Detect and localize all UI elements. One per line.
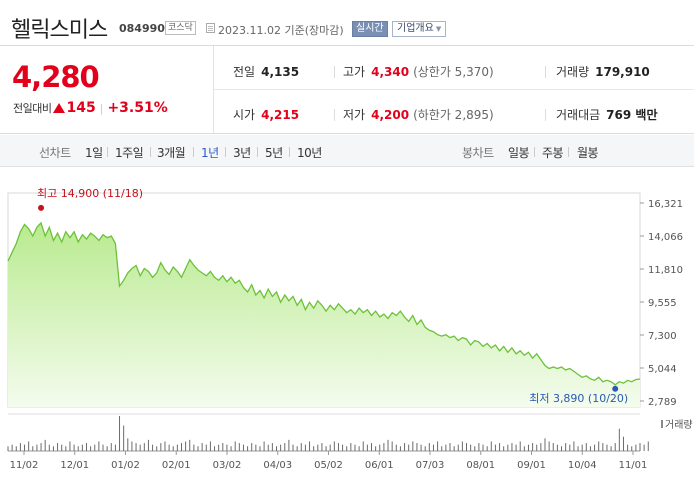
x-tick-label: 11/01 [619,460,648,471]
y-tick-label: 9,555 [648,298,677,309]
x-tick-label: 07/03 [416,460,445,471]
x-tick-label: 10/04 [568,460,597,471]
high-annotation: 최고 14,900 (11/18) [37,186,144,200]
stock-name: 헬릭스미스 [11,18,108,43]
divider [334,109,335,121]
divider [289,147,290,157]
realtime-button[interactable]: 실시간 [352,21,388,37]
current-price: 4,280 [12,60,100,94]
volume: 거래량 179,910 [556,63,650,80]
divider: | [99,102,104,115]
prev-close-label: 전일 [233,65,256,79]
tab-5y[interactable]: 5년 [265,146,283,160]
upper-limit: (상한가 5,370) [413,65,494,79]
chevron-down-icon: ▼ [435,25,442,33]
divider [568,147,569,157]
high-value: 4,340 [371,65,410,79]
y-tick-label: 11,810 [648,265,683,276]
tab-1w[interactable]: 1주일 [115,146,144,160]
x-tick-label: 06/01 [365,460,394,471]
candle-chart-label[interactable]: 봉차트 [462,146,494,160]
document-icon [206,23,215,33]
y-tick-label: 7,300 [648,331,677,342]
company-info-label: 기업개요 [397,23,434,34]
low-value: 4,200 [371,108,410,122]
divider [545,66,546,78]
x-tick-label: 11/02 [10,460,39,471]
divider [257,147,258,157]
divider [225,147,226,157]
high-label: 고가 [343,65,366,79]
x-tick-label: 09/01 [517,460,546,471]
stock-header: 헬릭스미스 084990 코스닥 2023.11.02 기준(장마감) 실시간 … [0,0,694,46]
volume-label: 거래량 [556,65,590,79]
y-tick-label: 5,044 [648,364,677,375]
tab-1y[interactable]: 1년 [201,146,219,160]
trade-value-value: 769 백만 [606,108,658,122]
tab-10y[interactable]: 10년 [297,146,322,160]
lower-limit: (하한가 2,895) [413,108,494,122]
y-tick-label: 16,321 [648,199,683,210]
summary-divider [213,46,214,133]
tab-3y[interactable]: 3년 [233,146,251,160]
up-triangle-icon [53,103,66,113]
y-tick-label: 14,066 [648,232,683,243]
x-tick-label: 05/02 [314,460,343,471]
price-chart-svg: 16,321 14,066 11,810 9,555 7,300 5,044 2,789 거래… [7,192,693,471]
price-change: 전일대비 145 | +3.51% [13,100,168,116]
prev-close-value: 4,135 [261,65,300,79]
volume-value: 179,910 [595,65,650,79]
x-tick-label: 03/02 [213,460,242,471]
low-annotation: 최저 3,890 (10/20) [529,391,629,405]
price-summary: 4,280 전일대비 145 | +3.51% 전일 4,135 고가 4,340 (상한가… [0,46,694,134]
change-label: 전일대비 [13,102,52,115]
period-tabs: 선차트 1일 1주일 3개월 1년 3년 5년 10년 봉차트 일봉 주봉 월봉 [0,135,694,167]
tab-weekly-candle[interactable]: 주봉 [542,146,564,160]
divider [107,147,108,157]
low-marker [612,385,619,392]
open-label: 시가 [233,108,256,122]
divider [545,109,546,121]
prev-close: 전일 4,135 [233,63,299,80]
x-tick-label: 04/03 [263,460,292,471]
x-tick-label: 08/01 [466,460,495,471]
volume-legend-label: 거래량 [665,419,693,431]
open-value: 4,215 [261,108,300,122]
summary-row-divider [214,89,694,90]
tab-1d[interactable]: 1일 [85,146,103,160]
divider [334,66,335,78]
tab-daily-candle[interactable]: 일봉 [508,146,530,160]
day-low: 저가 4,200 (하한가 2,895) [343,106,494,123]
price-line [7,221,641,386]
change-rate: +3.51% [107,100,168,116]
tab-monthly-candle[interactable]: 월봉 [577,146,599,160]
stock-code: 084990 [119,22,165,35]
trade-value-label: 거래대금 [556,108,601,122]
volume-legend-icon [661,420,663,428]
change-amount: 145 [66,100,96,116]
x-tick-label: 12/01 [60,460,89,471]
trade-value: 거래대금 769 백만 [556,106,657,123]
company-info-dropdown[interactable]: 기업개요 ▼ [392,21,447,37]
high-marker [38,204,45,211]
divider [193,147,194,157]
y-tick-label: 2,789 [648,397,677,408]
price-chart[interactable]: 16,321 14,066 11,810 9,555 7,300 5,044 2,789 거래… [0,180,694,488]
tab-3m[interactable]: 3개월 [157,146,186,160]
open-price: 시가 4,215 [233,106,299,123]
x-tick-label: 01/02 [111,460,140,471]
day-high: 고가 4,340 (상한가 5,370) [343,63,494,80]
line-chart-label[interactable]: 선차트 [39,146,71,160]
market-badge: 코스닥 [165,21,196,35]
divider [150,147,151,157]
divider [534,147,535,157]
price-area [8,222,640,407]
base-date: 2023.11.02 기준(장마감) [218,24,344,37]
x-tick-label: 02/01 [162,460,191,471]
low-label: 저가 [343,108,366,122]
